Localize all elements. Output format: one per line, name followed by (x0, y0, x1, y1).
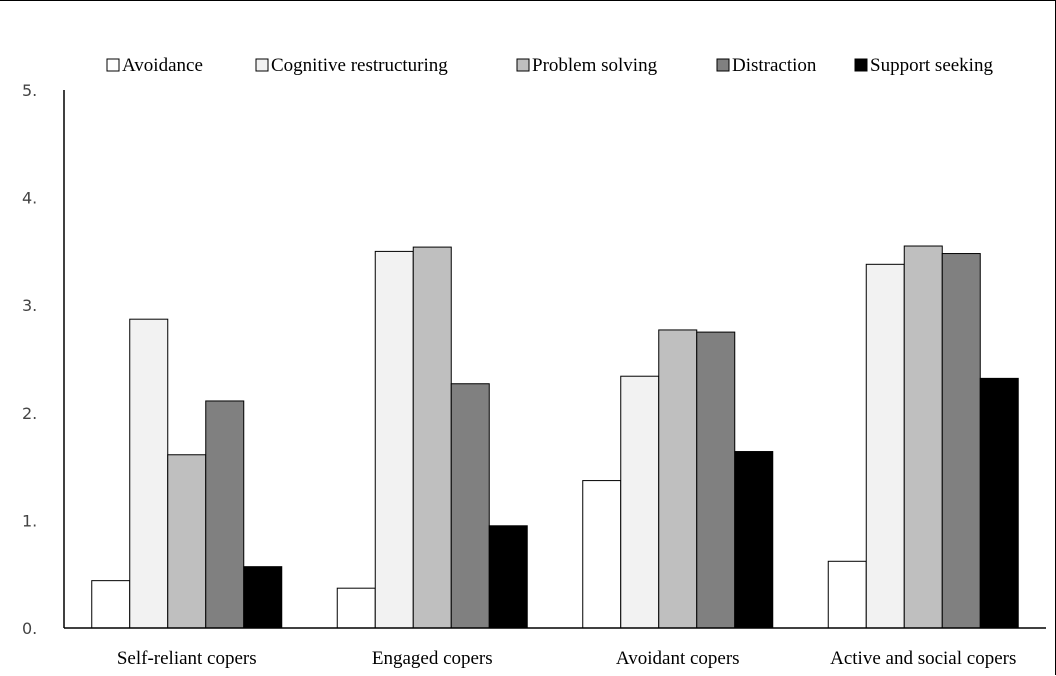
bar-problem-solving (658, 329, 698, 629)
bar-distraction (205, 400, 245, 629)
bar-cognitive-restructuring (620, 375, 660, 629)
bar-problem-solving (903, 245, 943, 629)
legend-swatch (106, 58, 120, 72)
x-category-label: Self-reliant copers (117, 648, 257, 669)
legend-label: Avoidance (122, 55, 203, 76)
bar-support-seeking (488, 525, 528, 629)
y-axis: 0. 1. 2. 3. 4. 5. (22, 81, 65, 638)
legend: Avoidance Cognitive restructuring Problem … (106, 55, 993, 76)
bar-problem-solving (167, 454, 207, 629)
x-category-label: Avoidant copers (616, 648, 740, 669)
bar-distraction (696, 331, 736, 629)
bars (91, 245, 1019, 629)
bar-cognitive-restructuring (374, 250, 414, 629)
legend-label: Support seeking (870, 55, 993, 76)
bar-cognitive-restructuring (865, 263, 905, 629)
legend-label: Distraction (732, 55, 817, 76)
x-category-label: Active and social copers (830, 648, 1016, 669)
bar-distraction (450, 383, 490, 629)
x-axis: Self-reliant copers Engaged copers Avoidan… (64, 627, 1046, 669)
bar-avoidance (827, 560, 867, 629)
legend-label: Problem solving (532, 55, 658, 76)
y-tick-label: 0. (22, 619, 37, 638)
bar-avoidance (336, 587, 376, 629)
legend-label: Cognitive restructuring (271, 55, 448, 76)
legend-swatch (516, 58, 530, 72)
bar-support-seeking (979, 377, 1019, 629)
legend-swatch (255, 58, 269, 72)
y-tick-label: 4. (22, 189, 37, 208)
y-tick-label: 2. (22, 404, 37, 423)
legend-swatch (854, 58, 868, 72)
y-tick-label: 1. (22, 511, 37, 530)
bar-avoidance (582, 480, 622, 629)
bar-avoidance (91, 580, 131, 629)
x-category-label: Engaged copers (372, 648, 493, 669)
bar-cognitive-restructuring (129, 318, 169, 629)
y-tick-label: 3. (22, 296, 37, 315)
bar-support-seeking (243, 566, 283, 629)
bar-problem-solving (412, 246, 452, 629)
y-tick-label: 5. (22, 81, 37, 100)
legend-swatch (716, 58, 730, 72)
bar-support-seeking (734, 451, 774, 629)
bar-distraction (941, 253, 981, 629)
